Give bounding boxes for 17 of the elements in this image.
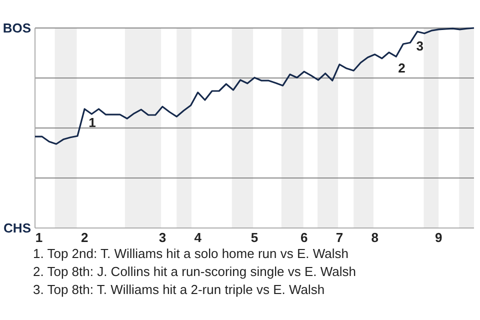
text: 3. Top 8th: T. Williams hit a 2-run triple vs E. Walsh bbox=[33, 282, 325, 297]
x-tick-label: 3 bbox=[158, 230, 166, 245]
annotation: 3 bbox=[416, 38, 424, 54]
x-tick-label: 8 bbox=[371, 230, 378, 245]
text: 2. Top 8th: J. Collins hit a run-scoring single vs E. Walsh bbox=[33, 264, 356, 279]
annotation: 1 bbox=[88, 115, 96, 130]
text: CHS bbox=[4, 220, 32, 236]
x-tick-label: 1 bbox=[35, 230, 43, 245]
x-tick-label: 9 bbox=[434, 230, 442, 245]
x-tick-label: 5 bbox=[250, 230, 258, 245]
text: BOS bbox=[2, 20, 32, 36]
x-tick-label: 4 bbox=[194, 230, 202, 245]
x-tick-label: 6 bbox=[300, 230, 308, 245]
annotation: 2 bbox=[398, 60, 406, 76]
x-tick-label: 2 bbox=[80, 230, 88, 245]
x-tick-label: 7 bbox=[336, 230, 344, 245]
text: 1. Top 2nd: T. Williams hit a solo home run vs E. Walsh bbox=[33, 246, 349, 261]
